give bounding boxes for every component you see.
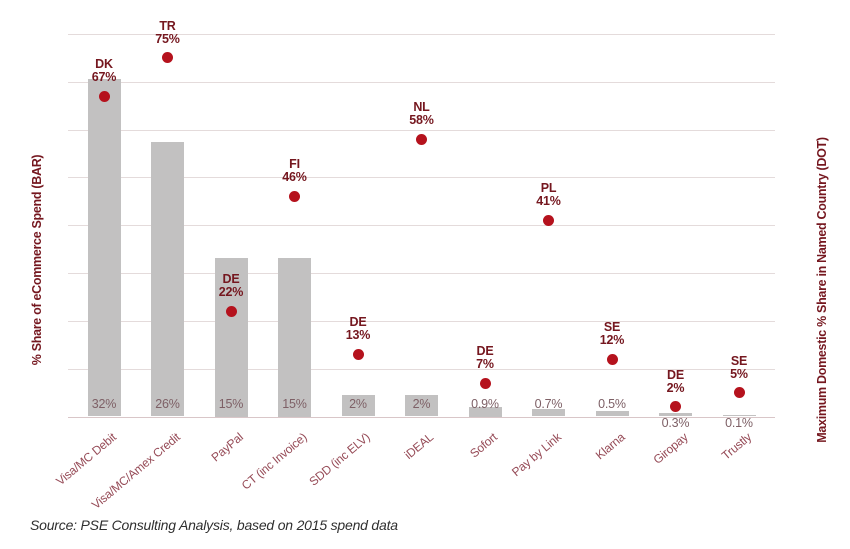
- category-label-SDD (inc ELV): SDD (inc ELV): [306, 430, 373, 489]
- dot-label-country: NL: [413, 100, 430, 114]
- right-axis-title: Maximum Domestic % Share in Named Countr…: [815, 137, 829, 443]
- bar-Pay by Link: [532, 409, 565, 417]
- bar-PayPal: [214, 258, 248, 417]
- bar-SDD (inc ELV): [341, 395, 375, 417]
- gridline-20pct: [68, 320, 775, 322]
- dot-label-country: DK: [95, 57, 113, 71]
- dot-label-percent: 75%: [155, 31, 180, 46]
- dot-Trustly: [733, 387, 745, 399]
- dot-label-Visa/MC/Amex Credit: TR 75%: [128, 18, 208, 46]
- dot-label-percent: 2%: [666, 380, 685, 395]
- bar-Sofort: [468, 407, 502, 417]
- dot-label-iDEAL: NL 58%: [382, 101, 462, 127]
- gridline-70pct: [68, 81, 775, 83]
- category-label-Trustly: Trustly: [718, 430, 754, 463]
- bar-value-label: 0.9%: [471, 397, 499, 411]
- dot-label-Sofort: DE 7%: [445, 345, 525, 371]
- dot-label-Giropay: DE 2%: [636, 367, 716, 395]
- bar-value-label: 2%: [349, 397, 367, 411]
- dot-label-country: DE: [667, 367, 684, 382]
- category-label-Visa/MC Debit: Visa/MC Debit: [53, 430, 119, 489]
- category-label-CT (inc Invoice): CT (inc Invoice): [238, 430, 310, 493]
- gridline-10pct: [68, 368, 775, 370]
- category-label-iDEAL: iDEAL: [402, 430, 437, 462]
- category-label-Giropay: Giropay: [650, 430, 691, 467]
- dot-Visa/MC/Amex Credit: [162, 52, 173, 64]
- bar-Klarna: [595, 411, 629, 417]
- bar-value-label: 0.1%: [725, 416, 753, 430]
- dot-label-country: DE: [222, 272, 240, 287]
- dot-label-country: DE: [476, 344, 494, 358]
- source-note: Source: PSE Consulting Analysis, based o…: [30, 517, 398, 533]
- category-label-Klarna: Klarna: [592, 430, 627, 463]
- dot-label-CT (inc Invoice): FI 46%: [255, 158, 335, 184]
- bar-value-label: 26%: [155, 397, 180, 411]
- dot-label-percent: 5%: [730, 366, 748, 381]
- dot-label-Trustly: SE 5%: [699, 353, 779, 381]
- bar-value-label: 0.5%: [598, 397, 626, 411]
- bar-Trustly: [722, 415, 756, 417]
- bar-value-label: 0.3%: [661, 416, 690, 430]
- gridline-30pct: [68, 273, 775, 274]
- dot-label-percent: 22%: [218, 285, 244, 300]
- dot-Pay by Link: [543, 214, 554, 226]
- bar-value-label: 32%: [91, 397, 117, 411]
- dot-label-percent: 41%: [536, 194, 561, 209]
- dot-Giropay: [670, 401, 681, 413]
- dot-label-percent: 46%: [282, 170, 307, 185]
- dot-label-country: TR: [159, 18, 176, 33]
- bar-Giropay: [659, 413, 692, 417]
- gridline-60pct: [68, 129, 775, 131]
- dot-Klarna: [606, 353, 618, 365]
- dot-label-country: PL: [540, 181, 557, 196]
- dot-iDEAL: [416, 133, 427, 145]
- bar-iDEAL: [405, 395, 438, 417]
- dot-label-percent: 13%: [345, 328, 371, 343]
- dot-Visa/MC Debit: [98, 90, 110, 102]
- bar-value-label: 0.7%: [534, 397, 563, 411]
- category-label-Pay by Link: Pay by Link: [508, 430, 564, 480]
- left-axis-title: % Share of eCommerce Spend (BAR): [30, 154, 44, 366]
- dot-label-Visa/MC Debit: DK 67%: [64, 58, 144, 84]
- dot-label-SDD (inc ELV): DE 13%: [318, 316, 398, 342]
- dot-SDD (inc ELV): [352, 348, 364, 360]
- dot-PayPal: [225, 305, 237, 317]
- bar-value-label: 2%: [412, 397, 431, 411]
- dot-label-percent: 67%: [91, 70, 117, 84]
- gridline-40pct: [68, 225, 775, 227]
- category-label-PayPal: PayPal: [208, 430, 246, 465]
- dot-label-country: DE: [349, 315, 367, 330]
- dot-CT (inc Invoice): [289, 190, 300, 202]
- dot-label-country: FI: [289, 157, 300, 172]
- dot-label-percent: 58%: [409, 113, 434, 127]
- bar-Visa/MC/Amex Credit: [151, 142, 184, 417]
- x-axis-line: [68, 416, 775, 418]
- dot-label-Klarna: SE 12%: [572, 321, 652, 347]
- dot-label-country: SE: [603, 320, 621, 335]
- dot-Sofort: [479, 377, 491, 389]
- bar-CT (inc Invoice): [278, 258, 311, 417]
- dot-label-PayPal: DE 22%: [191, 273, 271, 299]
- category-label-Sofort: Sofort: [467, 430, 500, 461]
- bar-Visa/MC Debit: [87, 78, 121, 417]
- dot-label-percent: 12%: [599, 333, 625, 348]
- bar-value-label: 15%: [218, 397, 244, 411]
- dot-label-Pay by Link: PL 41%: [509, 182, 589, 208]
- dot-label-percent: 7%: [476, 357, 494, 371]
- dot-label-country: SE: [730, 353, 748, 368]
- gridline-80pct: [68, 33, 775, 35]
- gridline-50pct: [68, 177, 775, 179]
- bar-value-label: 15%: [282, 397, 307, 411]
